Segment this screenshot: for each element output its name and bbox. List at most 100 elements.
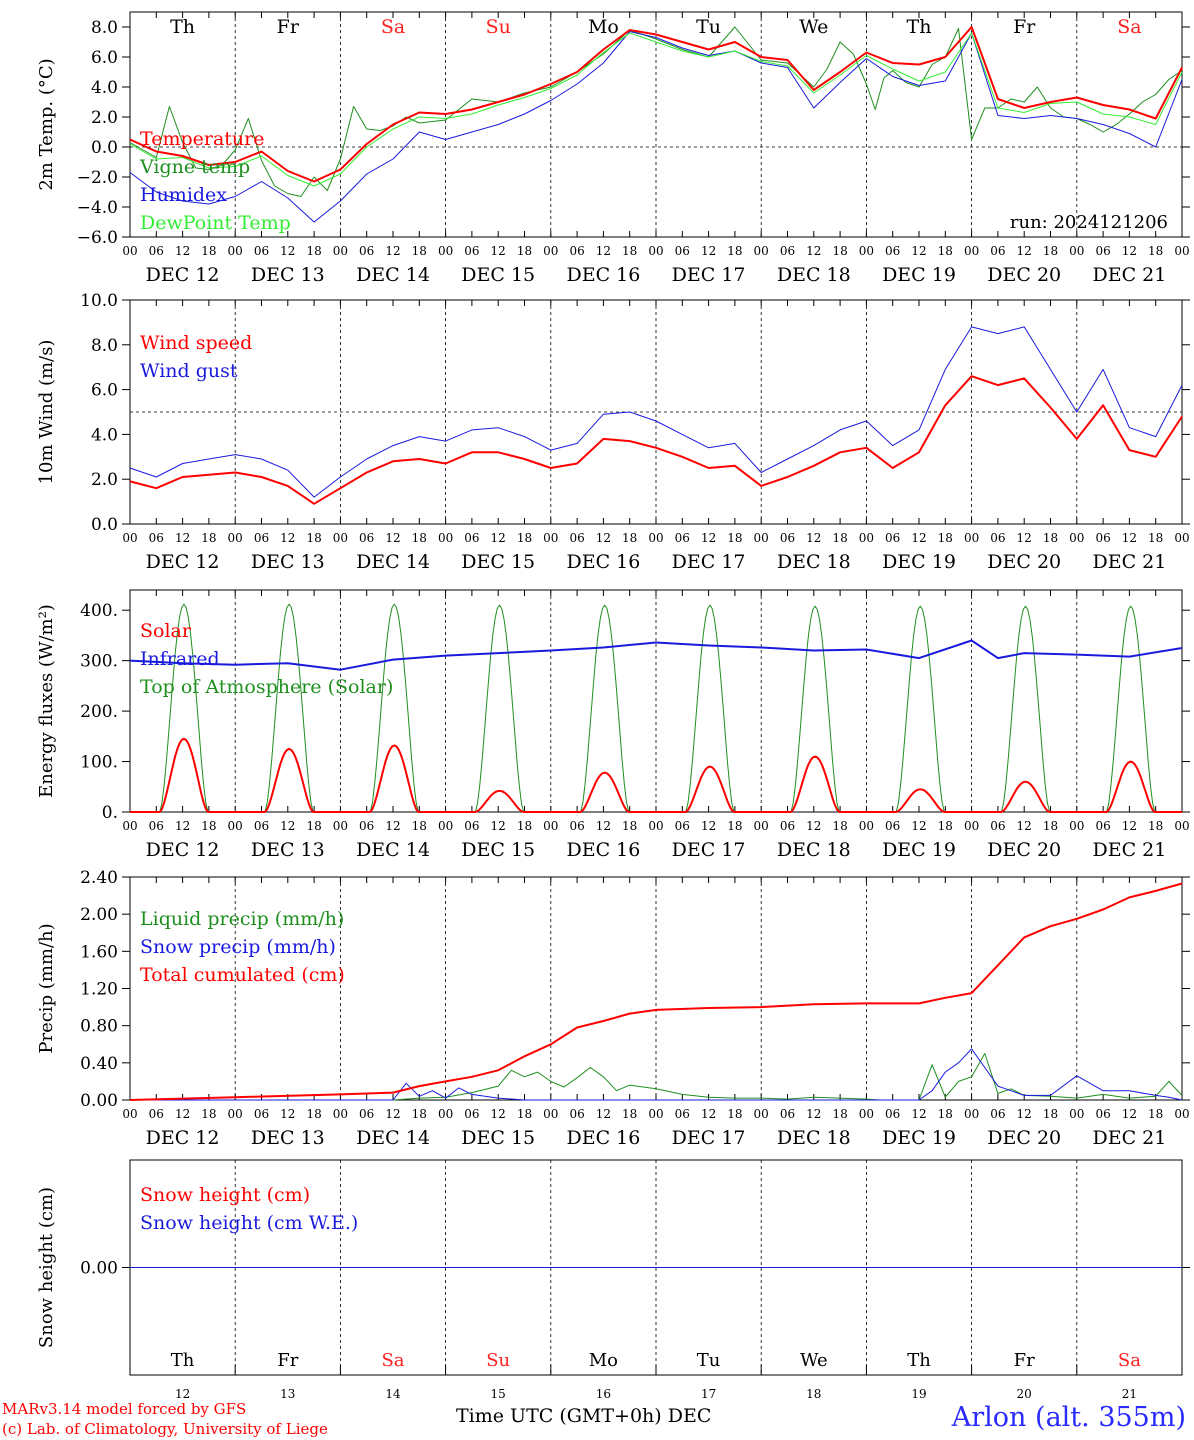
y-tick-label: 6.0 — [91, 48, 118, 68]
series-line-snow-precip-mm-h- — [130, 1048, 1183, 1101]
hour-tick-label: 06 — [569, 244, 584, 258]
y-axis-label: Snow height (cm) — [36, 1187, 57, 1348]
hour-tick-label: 18 — [412, 531, 427, 545]
hour-tick-label: 18 — [622, 819, 637, 833]
hour-tick-label: 06 — [885, 1107, 900, 1121]
hour-tick-label: 18 — [412, 819, 427, 833]
y-tick-label: −4.0 — [77, 198, 118, 218]
legend-entry: Temperature — [140, 128, 264, 150]
hour-tick-label: 06 — [149, 531, 164, 545]
weekday-label: Th — [907, 1350, 931, 1371]
hour-tick-label: 18 — [306, 531, 321, 545]
hour-tick-label: 18 — [517, 531, 532, 545]
hour-tick-label: 12 — [1122, 819, 1137, 833]
hour-tick-label: 12 — [1122, 1107, 1137, 1121]
hour-tick-label: 00 — [1069, 819, 1084, 833]
y-tick-label: 100. — [80, 753, 118, 773]
hour-tick-label: 12 — [701, 819, 716, 833]
hour-tick-label: 18 — [832, 819, 847, 833]
hour-tick-label: 00 — [1174, 819, 1189, 833]
weekday-label: Th — [907, 16, 932, 38]
hour-tick-label: 06 — [675, 244, 690, 258]
legend-entry: Snow precip (mm/h) — [140, 936, 336, 958]
hour-tick-label: 06 — [990, 244, 1005, 258]
day-label: DEC 17 — [672, 839, 746, 861]
y-tick-label: 0.00 — [80, 1259, 118, 1279]
hour-tick-label: 00 — [1069, 531, 1084, 545]
hour-tick-label: 06 — [149, 819, 164, 833]
day-label: DEC 14 — [356, 264, 430, 286]
hour-tick-label: 12 — [596, 1107, 611, 1121]
legend-entry: Top of Atmosphere (Solar) — [140, 676, 393, 698]
weekday-label: Sa — [1117, 16, 1141, 38]
day-label: DEC 15 — [461, 551, 535, 573]
hour-tick-label: 00 — [648, 1107, 663, 1121]
day-label: DEC 12 — [146, 264, 220, 286]
hour-tick-label: 12 — [596, 819, 611, 833]
legend-entry: DewPoint Temp — [140, 212, 291, 234]
day-label: DEC 20 — [987, 1127, 1061, 1149]
hour-tick-label: 00 — [228, 531, 243, 545]
day-label: DEC 19 — [882, 1127, 956, 1149]
y-tick-label: 10.0 — [80, 291, 118, 311]
hour-tick-label: 18 — [201, 531, 216, 545]
y-tick-label: 1.60 — [80, 942, 118, 962]
hour-tick-label: 06 — [464, 1107, 479, 1121]
hour-tick-label: 00 — [754, 1107, 769, 1121]
day-label: DEC 17 — [672, 264, 746, 286]
hour-tick-label: 00 — [648, 244, 663, 258]
hour-tick-label: 12 — [701, 531, 716, 545]
hour-tick-label: 06 — [359, 819, 374, 833]
hour-tick-label: 06 — [149, 1107, 164, 1121]
hour-tick-label: 12 — [280, 1107, 295, 1121]
legend-entry: Total cumulated (cm) — [140, 964, 345, 986]
y-axis-label: Precip (mm/h) — [36, 923, 57, 1053]
hour-tick-label: 06 — [254, 244, 269, 258]
weekday-label: Fr — [277, 1350, 298, 1371]
hour-tick-label: 12 — [701, 1107, 716, 1121]
hour-tick-label: 18 — [201, 244, 216, 258]
hour-tick-label: 18 — [1043, 244, 1058, 258]
hour-tick-label: 00 — [754, 244, 769, 258]
hour-tick-label: 18 — [1148, 819, 1163, 833]
hour-tick-label: 06 — [1095, 244, 1110, 258]
hour-tick-label: 00 — [543, 244, 558, 258]
hour-tick-label: 06 — [675, 1107, 690, 1121]
hour-tick-label: 18 — [622, 531, 637, 545]
credit-line-1: MARv3.14 model forced by GFS — [2, 1400, 247, 1418]
hour-tick-label: 00 — [964, 819, 979, 833]
weekday-label: Mo — [589, 1350, 618, 1371]
hour-tick-label: 12 — [1017, 819, 1032, 833]
hour-tick-label: 06 — [569, 819, 584, 833]
series-line-dewpoint-temp — [129, 32, 1183, 187]
hour-tick-label: 18 — [306, 819, 321, 833]
hour-tick-label: 00 — [122, 531, 137, 545]
day-label: DEC 13 — [251, 264, 325, 286]
series-line-humidex — [129, 31, 1183, 223]
hour-tick-label: 18 — [938, 819, 953, 833]
hour-tick-label: 18 — [1043, 819, 1058, 833]
x-axis-label: Time UTC (GMT+0h) — [456, 1405, 662, 1427]
hour-tick-label: 00 — [543, 531, 558, 545]
hour-tick-label: 06 — [1095, 531, 1110, 545]
hour-tick-label: 00 — [859, 244, 874, 258]
y-tick-label: 0.0 — [91, 515, 118, 535]
hour-tick-label: 12 — [280, 819, 295, 833]
hour-tick-label: 18 — [1043, 531, 1058, 545]
legend-entry: Humidex — [140, 184, 227, 206]
y-axis-label: 2m Temp. (°C) — [36, 58, 57, 190]
day-number: 14 — [385, 1387, 401, 1401]
hour-tick-label: 12 — [596, 531, 611, 545]
day-label: DEC 19 — [882, 264, 956, 286]
hour-tick-label: 06 — [675, 531, 690, 545]
series-line-vigne-temp — [129, 26, 1183, 197]
hour-tick-label: 12 — [1122, 531, 1137, 545]
day-label: DEC 21 — [1092, 264, 1166, 286]
run-label: run: 2024121206 — [1010, 212, 1168, 233]
weekday-label: Mo — [588, 16, 619, 38]
plot-frame-temp — [129, 11, 1183, 238]
day-label: DEC 15 — [461, 839, 535, 861]
hour-tick-label: 12 — [701, 244, 716, 258]
hour-tick-label: 06 — [359, 244, 374, 258]
hour-tick-label: 18 — [1148, 1107, 1163, 1121]
